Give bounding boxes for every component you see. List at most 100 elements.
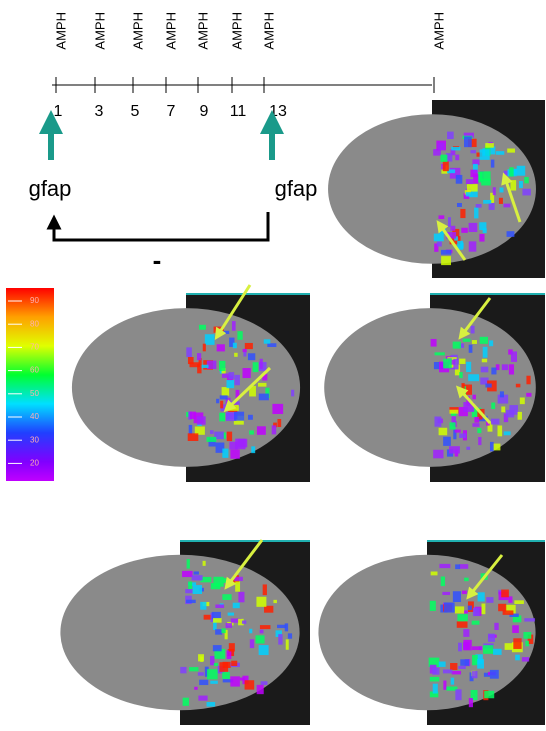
activation-blob (460, 209, 465, 218)
activation-blob (455, 564, 460, 569)
activation-blob (497, 426, 502, 437)
activation-blob (457, 203, 462, 207)
activation-blob (464, 578, 469, 582)
activation-blob (243, 349, 247, 352)
activation-blob (509, 364, 514, 374)
event-label: AMPH (163, 12, 178, 50)
activation-blob (182, 571, 193, 577)
activation-blob (434, 417, 441, 427)
activation-blob (491, 160, 495, 168)
brain-panel (324, 293, 545, 482)
activation-blob (479, 234, 484, 242)
activation-blob (459, 564, 468, 569)
day-label: 13 (269, 103, 287, 120)
activation-blob (228, 613, 234, 616)
activation-blob (443, 680, 446, 689)
activation-blob (431, 571, 438, 575)
activation-blob (207, 669, 218, 679)
activation-blob (259, 394, 269, 401)
activation-blob (489, 340, 493, 346)
arrows (51, 122, 272, 240)
activation-blob (249, 629, 252, 634)
activation-blob (477, 659, 484, 668)
activation-blob (457, 621, 468, 627)
activation-blob (210, 656, 214, 665)
activation-blob (259, 645, 269, 655)
activation-blob (525, 641, 529, 647)
activation-blob (258, 383, 266, 387)
activation-blob (507, 148, 515, 152)
activation-blob (474, 417, 479, 423)
activation-blob (226, 380, 234, 388)
activation-blob (203, 344, 206, 352)
activation-blob (466, 179, 473, 184)
mri-tissue (72, 308, 300, 467)
activation-blob (430, 601, 436, 611)
activation-blob (468, 374, 479, 381)
activation-blob (500, 188, 504, 193)
activation-blob (472, 655, 478, 665)
activation-blob (229, 372, 235, 379)
activation-blob (472, 423, 479, 427)
activation-blob (243, 352, 246, 357)
activation-blob (194, 687, 197, 690)
activation-blob (501, 406, 505, 412)
activation-blob (260, 630, 264, 634)
activation-blob (482, 359, 487, 363)
activation-blob (438, 215, 444, 219)
event-label: AMPH (130, 12, 145, 50)
day-label: 1 (54, 103, 63, 120)
activation-blob (485, 143, 494, 148)
activation-blob (431, 339, 437, 347)
activation-blob (517, 166, 526, 176)
activation-blob (234, 353, 238, 357)
activation-blob (442, 592, 450, 595)
activation-blob (524, 177, 529, 183)
activation-blob (257, 685, 264, 694)
activation-blob (481, 179, 491, 186)
activation-blob (480, 149, 490, 160)
activation-blob (509, 167, 513, 176)
activation-blob (261, 681, 268, 685)
activation-blob (238, 592, 244, 602)
activation-blob (211, 583, 221, 589)
activation-blob (183, 698, 189, 706)
activation-blob (185, 589, 192, 593)
activation-blob (227, 650, 232, 659)
activation-blob (186, 347, 192, 357)
activation-blob (491, 403, 495, 410)
activation-blob (192, 575, 203, 580)
activation-blob (233, 603, 240, 608)
activation-blob (522, 657, 529, 661)
activation-blob (245, 680, 255, 689)
colorbar-label: 40 (30, 412, 39, 421)
activation-blob (219, 413, 225, 422)
brain-panel (318, 540, 545, 725)
activation-blob (478, 437, 481, 445)
activation-blob (490, 442, 494, 451)
activation-blob (263, 584, 267, 595)
activation-blob (451, 147, 460, 151)
activation-blob (203, 561, 206, 566)
brain-panel (328, 100, 545, 278)
activation-blob (516, 384, 521, 388)
activation-blob (503, 204, 510, 208)
activation-blob (476, 204, 482, 208)
activation-blob (433, 450, 443, 459)
activation-blob (216, 399, 219, 403)
activation-blob (250, 639, 254, 648)
colorbar-label: 30 (30, 435, 39, 444)
activation-blob (188, 433, 199, 441)
activation-blob (235, 439, 245, 450)
activation-blob (501, 590, 509, 598)
activation-blob (450, 663, 457, 670)
activation-blob (272, 425, 276, 434)
activation-blob (472, 621, 480, 625)
activation-blob (199, 325, 206, 330)
activation-blob (197, 416, 206, 424)
colorbar-label: 50 (30, 389, 39, 398)
activation-blob (286, 639, 289, 649)
activation-blob (483, 347, 488, 358)
activation-blob (523, 632, 531, 639)
activation-blob (498, 604, 506, 611)
